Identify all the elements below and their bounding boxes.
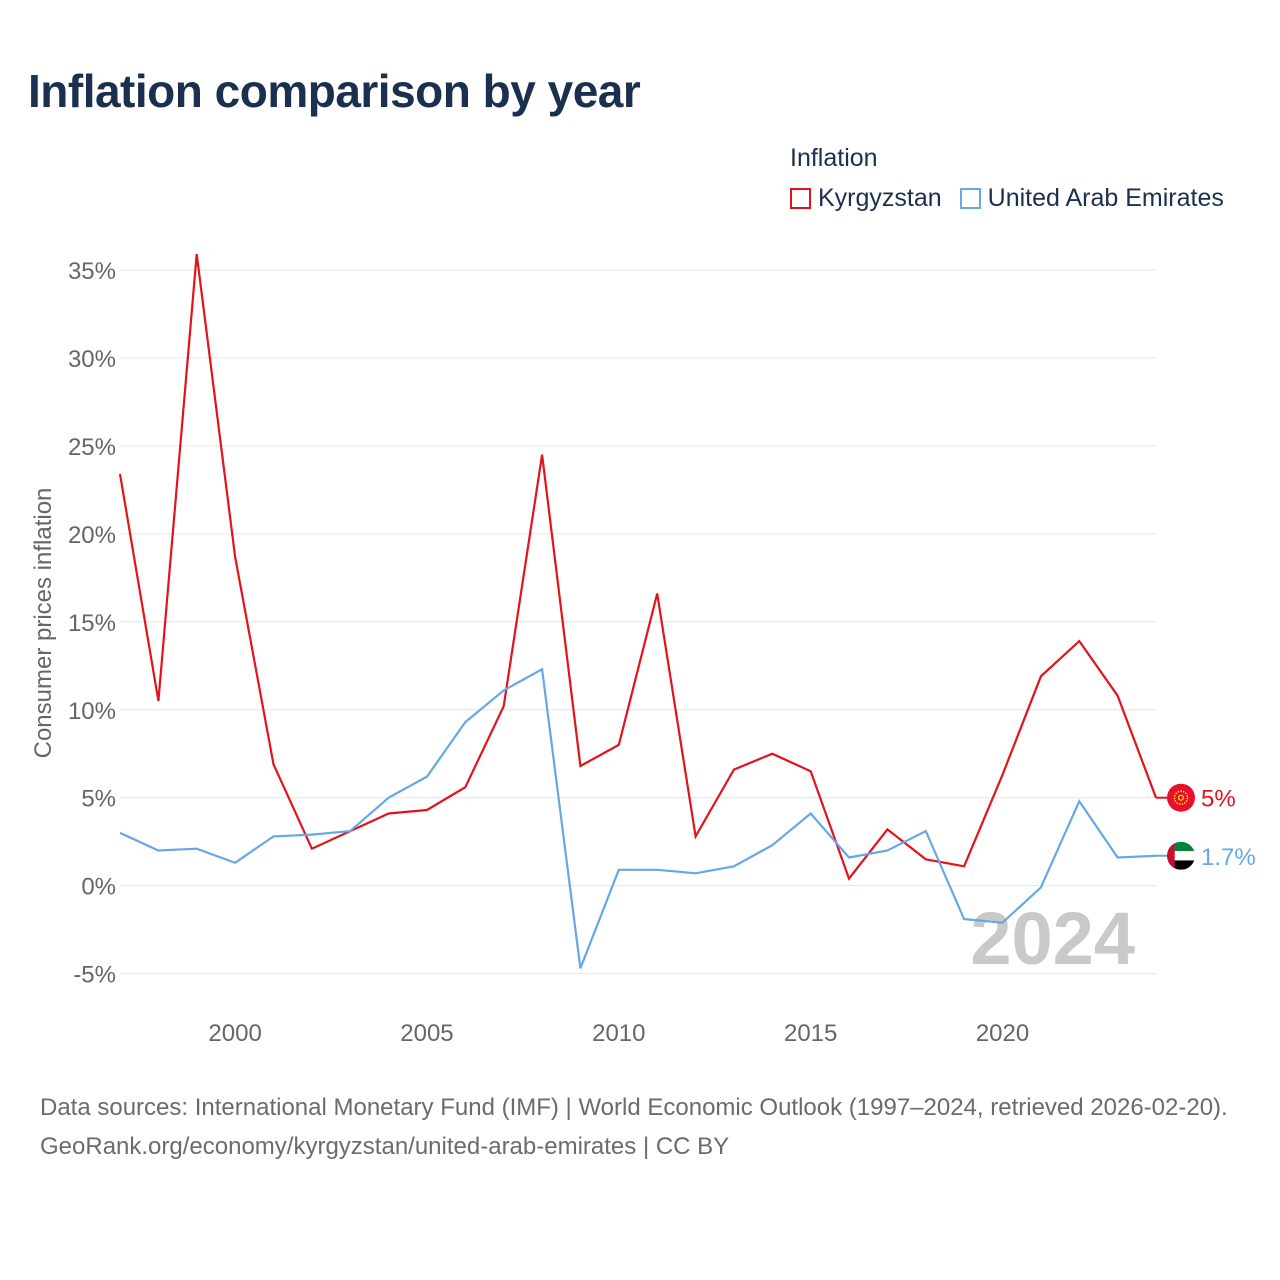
x-tick-label: 2010	[592, 1020, 645, 1047]
x-tick-label: 2000	[208, 1020, 261, 1047]
y-tick-label: 0%	[81, 874, 116, 901]
chart-title: Inflation comparison by year	[28, 65, 641, 117]
legend-label-uae: United Arab Emirates	[987, 184, 1224, 212]
legend-item-uae[interactable]: United Arab Emirates	[959, 184, 1224, 213]
y-tick-label: 20%	[68, 522, 116, 549]
kyrgyzstan-flag-icon	[1167, 783, 1195, 812]
gridlines	[120, 269, 1156, 975]
y-tick-label: 25%	[68, 434, 116, 461]
footer: Data sources: International Monetary Fun…	[40, 1088, 1250, 1166]
x-tick-label: 2015	[784, 1020, 837, 1047]
series-end-markers: 5% 1.7%	[1156, 783, 1256, 871]
source-url[interactable]: GeoRank.org/economy/kyrgyzstan/united-ar…	[40, 1133, 730, 1160]
y-tick-label: 10%	[68, 698, 116, 725]
legend: Kyrgyzstan United Arab Emirates	[790, 184, 1224, 213]
end-value-label: 1.7%	[1201, 844, 1256, 871]
legend-title: Inflation	[790, 144, 878, 172]
series-lines	[118, 253, 1158, 969]
legend-swatch-uae	[959, 188, 981, 209]
y-tick-label: 15%	[68, 610, 116, 637]
series-line-1	[119, 667, 1157, 969]
y-tick-label: 5%	[81, 786, 116, 813]
end-value-label: 5%	[1201, 786, 1236, 813]
y-tick-label: -5%	[73, 962, 116, 989]
legend-swatch-kyrgyzstan	[790, 188, 811, 209]
x-tick-label: 2020	[976, 1020, 1029, 1047]
x-tick-label: 2005	[400, 1020, 453, 1047]
y-axis-ticks: 35% 30% 25% 20% 15% 10% 5% 0% -5%	[68, 258, 116, 989]
data-source: Data sources: International Monetary Fun…	[40, 1094, 1228, 1121]
uae-flag-icon	[1167, 841, 1195, 870]
legend-label-kyrgyzstan: Kyrgyzstan	[818, 184, 942, 212]
y-tick-label: 30%	[68, 346, 116, 373]
line-chart: 35%30%25%20%15%10%5%0%-5% 2000 2005 2010 20…	[30, 253, 1256, 1047]
y-tick-label: 35%	[68, 258, 116, 285]
legend-item-kyrgyzstan[interactable]: Kyrgyzstan	[790, 184, 942, 213]
y-axis-label: Consumer prices inflation	[30, 488, 57, 759]
year-watermark: 2024	[970, 897, 1135, 980]
series-line-0	[118, 253, 1158, 881]
x-axis-ticks: 2000 2005 2010 2015 2020	[208, 1020, 1029, 1047]
